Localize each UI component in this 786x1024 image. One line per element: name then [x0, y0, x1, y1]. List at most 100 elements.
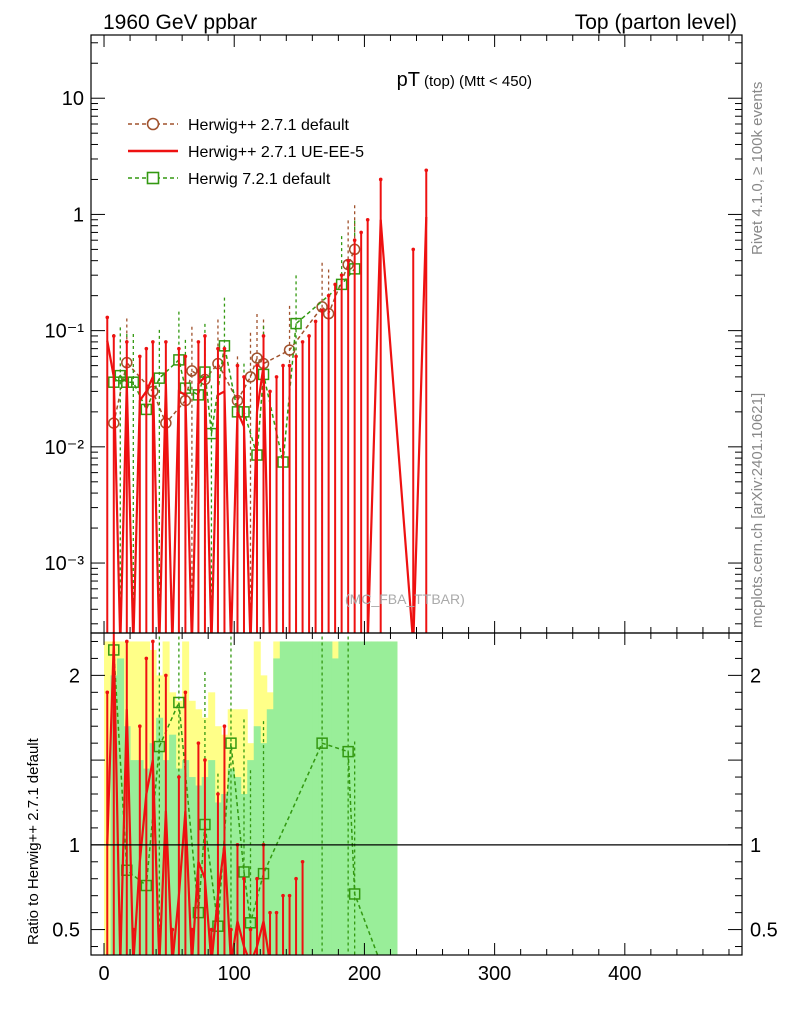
- ratio-band-green: [338, 641, 346, 955]
- x-tick-label: 200: [348, 963, 381, 985]
- errorbar-cap-herwig271-ueee5: [300, 340, 305, 344]
- ratio-band-green: [325, 641, 333, 955]
- ratio-band-green: [117, 658, 125, 955]
- ratio-marker-herwig721-default: [316, 737, 328, 749]
- errorbar-cap-herwig271-ueee5: [144, 346, 149, 351]
- y-tick-label: 10⁻³: [45, 553, 85, 575]
- ratio-marker-herwig721-default: [173, 696, 185, 709]
- ratio-errorbar-cap-herwig271-ueee5: [248, 927, 253, 932]
- errorbar-cap-herwig271-ueee5: [255, 363, 259, 368]
- legend-entry: Herwig++ 2.7.1 UE-EE-5: [128, 144, 364, 161]
- ratio-y-tick-label-right: 2: [750, 665, 761, 687]
- ratio-band-green: [331, 658, 339, 955]
- ratio-band-green: [383, 641, 391, 955]
- ratio-band-green: [305, 641, 313, 955]
- y-tick-label: 1: [73, 204, 84, 226]
- errorbar-cap-herwig271-ueee5: [111, 334, 116, 338]
- ratio-marker-herwig721-default: [225, 737, 237, 749]
- ratio-band-green: [253, 726, 261, 955]
- errorbar-cap-herwig271-ueee5: [359, 230, 363, 235]
- ratio-band-green: [286, 641, 294, 955]
- top-panel: (MC_FBA_TTBAR) 10 1 10⁻¹ 10⁻² 10⁻³ pT (top) …: [45, 34, 743, 646]
- ratio-band-green: [273, 658, 281, 955]
- legend-marker: [146, 171, 160, 185]
- ratio-errorbar-cap-herwig271-ueee5: [151, 639, 155, 644]
- x-tick-label: 0: [98, 963, 109, 985]
- y-tick-label: 10: [62, 88, 84, 110]
- ratio-errorbar-cap-herwig271-ueee5: [177, 775, 181, 779]
- errorbar-cap-herwig271-ueee5: [281, 363, 285, 368]
- ratio-marker-herwig721-default: [342, 745, 354, 758]
- errorbar-cap-herwig271-ueee5: [352, 238, 357, 243]
- errorbar-cap-herwig271-ueee5: [287, 363, 292, 368]
- plot-title-sub: (top) (Mtt < 450): [424, 73, 532, 90]
- errorbar-cap-herwig271-ueee5: [138, 354, 142, 359]
- errorbar-cap-herwig271-ueee5: [333, 282, 337, 287]
- ratio-errorbar-cap-herwig271-ueee5: [281, 893, 285, 898]
- errorbar-cap-herwig271-ueee5: [235, 363, 240, 368]
- mcplots-label: mcplots.cern.ch [arXiv:2401.10621]: [749, 393, 766, 628]
- ratio-band-green: [292, 641, 300, 955]
- ratio-errorbar-cap-herwig271-ueee5: [300, 859, 305, 864]
- ratio-errorbar-cap-herwig271-ueee5: [196, 741, 201, 745]
- ratio-band-green: [318, 641, 326, 955]
- analysis-watermark: (MC_FBA_TTBAR): [345, 591, 465, 607]
- errorbar-cap-herwig271-ueee5: [307, 334, 311, 338]
- ratio-errorbar-cap-herwig271-ueee5: [216, 792, 220, 796]
- ratio-y-tick-label-right: 1: [750, 835, 761, 857]
- ratio-band-green: [377, 641, 385, 955]
- errorbar-cap-herwig271-ueee5: [216, 346, 220, 351]
- legend-entry: Herwig 7.2.1 default: [128, 171, 331, 188]
- marker-herwig721-default: [114, 369, 127, 382]
- ratio-errorbar-cap-herwig271-ueee5: [274, 910, 279, 915]
- ratio-band-green: [188, 777, 196, 955]
- errorbar-cap-herwig271-ueee5: [171, 642, 175, 646]
- ratio-errorbar-cap-herwig271-ueee5: [294, 876, 298, 881]
- errorbar-cap-herwig271-ueee5: [365, 217, 370, 222]
- series-line-herwig271-ueee5: [106, 216, 428, 633]
- svg-text:pT: pT: [397, 69, 420, 91]
- x-tick-label: 300: [478, 963, 511, 985]
- errorbar-cap-herwig271-ueee5: [378, 177, 383, 182]
- errorbar-cap-herwig271-ueee5: [294, 354, 298, 359]
- errorbar-cap-herwig271-ueee5: [164, 340, 168, 344]
- errorbar-cap-herwig271-ueee5: [203, 334, 207, 338]
- ratio-errorbar-cap-herwig271-ueee5: [287, 893, 292, 898]
- marker-herwig271-default: [283, 344, 296, 356]
- ratio-band-green: [130, 760, 138, 955]
- x-tick-label: 100: [218, 963, 251, 985]
- marker-herwig271-default: [186, 365, 198, 377]
- ratio-errorbar-cap-herwig271-ueee5: [190, 927, 194, 932]
- ratio-errorbar-cap-herwig271-ueee5: [255, 876, 259, 881]
- ratio-errorbar-cap-herwig271-ueee5: [131, 927, 136, 932]
- ratio-errorbar-cap-herwig271-ueee5: [183, 690, 188, 695]
- ratio-y-tick-label-left: 0.5: [52, 920, 80, 942]
- errorbar-cap-herwig271-ueee5: [125, 340, 129, 344]
- legend-marker: [146, 117, 160, 131]
- ratio-errorbar-cap-herwig271-ueee5: [268, 910, 272, 915]
- ratio-panel: 0 100 200 300 400 2 2 1 1 0.5 0.5 Ratio to Herwig+…: [25, 632, 778, 985]
- ratio-band-green: [364, 641, 372, 955]
- ratio-errorbar-cap-herwig271-ueee5: [170, 927, 175, 932]
- legend-entry: Herwig++ 2.7.1 default: [128, 117, 350, 134]
- errorbar-cap-herwig271-ueee5: [274, 375, 279, 379]
- ratio-bands: [104, 641, 398, 955]
- ratio-errorbar-cap-herwig271-ueee5: [118, 927, 123, 932]
- ratio-y-tick-label-right: 0.5: [750, 920, 778, 942]
- header-energy: 1960 GeV ppbar: [103, 11, 257, 34]
- legend: Herwig++ 2.7.1 default Herwig++ 2.7.1 UE-…: [128, 117, 364, 188]
- ratio-errorbar-cap-herwig271-ueee5: [164, 673, 168, 678]
- ratio-band-green: [266, 709, 274, 955]
- y-tick-label: 10⁻²: [45, 437, 85, 459]
- series-line-herwig271-default: [113, 249, 356, 425]
- ratio-errorbar-cap-herwig271-ueee5: [229, 927, 233, 932]
- ratio-band-green: [370, 641, 378, 955]
- errorbar-cap-herwig271-ueee5: [222, 346, 227, 351]
- errorbar-cap-herwig271-ueee5: [177, 346, 181, 351]
- x-tick-label: 400: [608, 963, 641, 985]
- errorbar-cap-herwig271-ueee5: [105, 315, 110, 320]
- ratio-series-layer: [91, 633, 742, 955]
- errorbar-cap-herwig271-ueee5: [190, 642, 194, 646]
- errorbar-cap-herwig271-ueee5: [313, 319, 318, 324]
- series-line-herwig721-default: [113, 268, 356, 463]
